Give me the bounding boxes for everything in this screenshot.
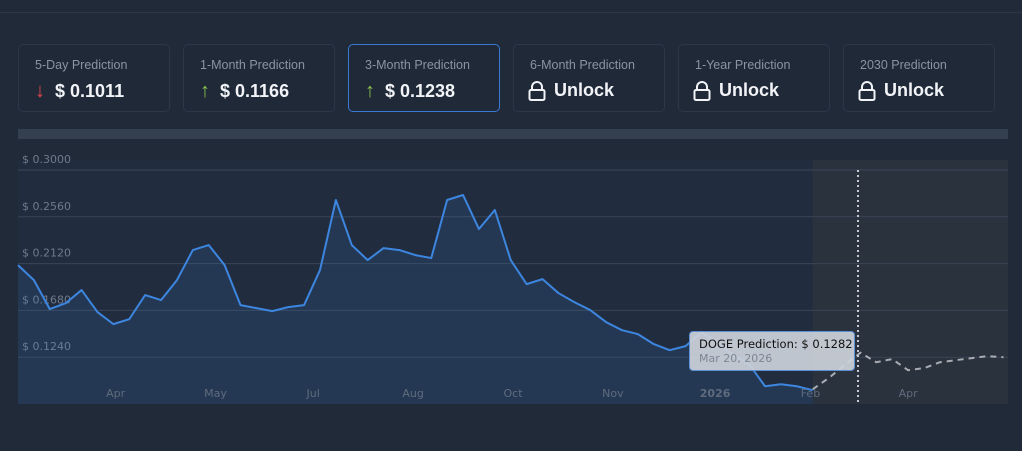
arrow-down-icon: ↓ xyxy=(35,80,45,102)
x-tick-label: 2026 xyxy=(700,387,731,400)
card-label: 2030 Prediction xyxy=(860,58,947,72)
x-tick-label: Apr xyxy=(899,387,919,400)
tooltip-date: Mar 20, 2026 xyxy=(699,352,773,365)
card-label: 1-Month Prediction xyxy=(200,58,305,72)
card-value: $ 0.1011 xyxy=(55,81,125,101)
history-region xyxy=(18,160,813,404)
x-tick-label: Aug xyxy=(402,387,423,400)
lock-icon xyxy=(528,80,546,101)
card-value: Unlock xyxy=(719,80,780,100)
x-tick-label: Apr xyxy=(106,387,126,400)
prediction-card-6-month-prediction[interactable]: 6-Month Prediction Unlock xyxy=(513,44,665,112)
y-tick-label: $ 0.3000 xyxy=(22,153,71,166)
prediction-card-1-month-prediction[interactable]: 1-Month Prediction ↑ $ 0.1166 xyxy=(183,44,335,112)
history-area xyxy=(18,194,813,404)
y-tick-label: $ 0.1680 xyxy=(22,293,71,306)
card-label: 3-Month Prediction xyxy=(365,58,470,72)
prediction-card-3-month-prediction[interactable]: 3-Month Prediction ↑ $ 0.1238 xyxy=(348,44,500,112)
card-value: $ 0.1166 xyxy=(220,81,290,101)
prediction-card-1-year-prediction[interactable]: 1-Year Prediction Unlock xyxy=(678,44,830,112)
x-tick-label: Jul xyxy=(306,387,320,400)
card-label: 5-Day Prediction xyxy=(35,58,128,72)
y-tick-label: $ 0.1240 xyxy=(22,340,71,353)
prediction-card-5-day-prediction[interactable]: 5-Day Prediction ↓ $ 0.1011 xyxy=(18,44,170,112)
arrow-up-icon: ↑ xyxy=(200,80,210,102)
y-tick-label: $ 0.2120 xyxy=(22,247,71,260)
card-label: 1-Year Prediction xyxy=(695,58,791,72)
card-value: $ 0.1238 xyxy=(385,81,456,101)
tooltip-title: DOGE Prediction: $ 0.1282 xyxy=(699,337,853,351)
arrow-up-icon: ↑ xyxy=(365,80,375,102)
y-tick-label: $ 0.2560 xyxy=(22,200,71,213)
lock-icon xyxy=(858,80,876,101)
prediction-card-2030-prediction[interactable]: 2030 Prediction Unlock xyxy=(843,44,995,112)
x-tick-label: May xyxy=(204,387,227,400)
x-tick-label: Nov xyxy=(602,387,624,400)
chart-navigator-scrollbar[interactable] xyxy=(18,129,1008,139)
card-label: 6-Month Prediction xyxy=(530,58,635,72)
chart-tooltip: DOGE Prediction: $ 0.1282 Mar 20, 2026 xyxy=(689,331,855,371)
history-line xyxy=(17,193,813,392)
card-value: Unlock xyxy=(554,80,615,100)
prediction-line xyxy=(812,351,1004,391)
x-tick-label: Oct xyxy=(503,387,523,400)
card-value: Unlock xyxy=(884,80,945,100)
x-tick-label: Feb xyxy=(801,387,820,400)
divider xyxy=(0,12,1022,13)
lock-icon xyxy=(693,80,711,101)
